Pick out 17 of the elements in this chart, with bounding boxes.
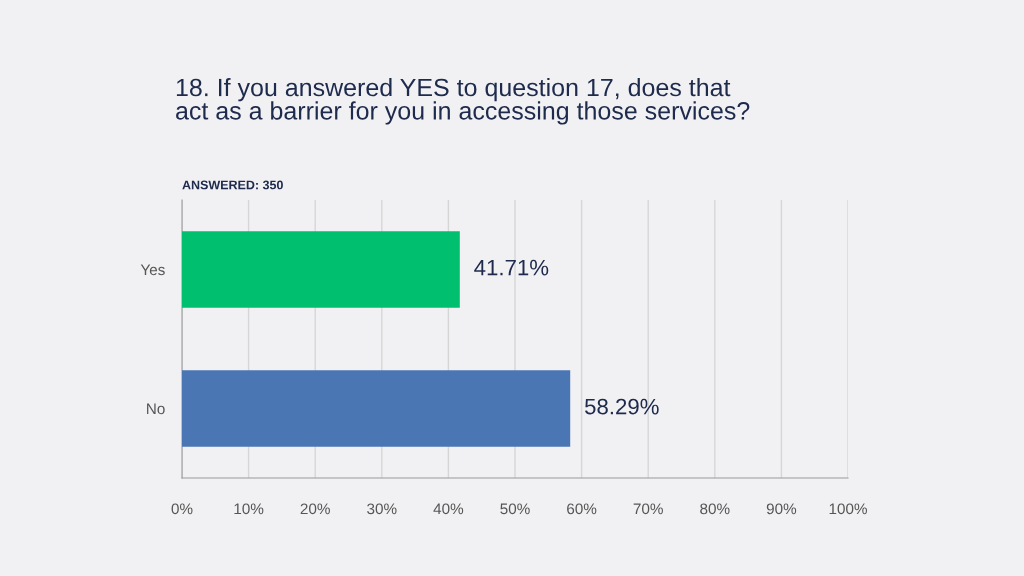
x-tick-label: 20% bbox=[300, 503, 330, 515]
y-tick-label: Yes bbox=[140, 264, 165, 276]
x-tick-label: 90% bbox=[766, 503, 797, 515]
y-tick-label: No bbox=[147, 403, 165, 415]
x-tick-label: 10% bbox=[234, 503, 264, 515]
x-tick-label: 0% bbox=[171, 503, 193, 515]
x-tick-label: 30% bbox=[367, 503, 397, 515]
x-tick-label: 60% bbox=[567, 503, 597, 515]
chart-title: 18. If you answered YES to question 17, does that act as a barrier for you in accessing those services? bbox=[176, 78, 750, 125]
data-label: 58.29% bbox=[584, 398, 659, 415]
x-tick-label: 50% bbox=[500, 503, 530, 515]
data-label: 41.71% bbox=[474, 259, 549, 276]
text: ANSWERED: 350 bbox=[182, 180, 283, 190]
x-tick-label: 40% bbox=[433, 503, 464, 515]
x-tick-label: 70% bbox=[633, 503, 663, 515]
x-tick-label: 80% bbox=[700, 503, 730, 515]
x-tick-label: 100% bbox=[829, 503, 867, 515]
